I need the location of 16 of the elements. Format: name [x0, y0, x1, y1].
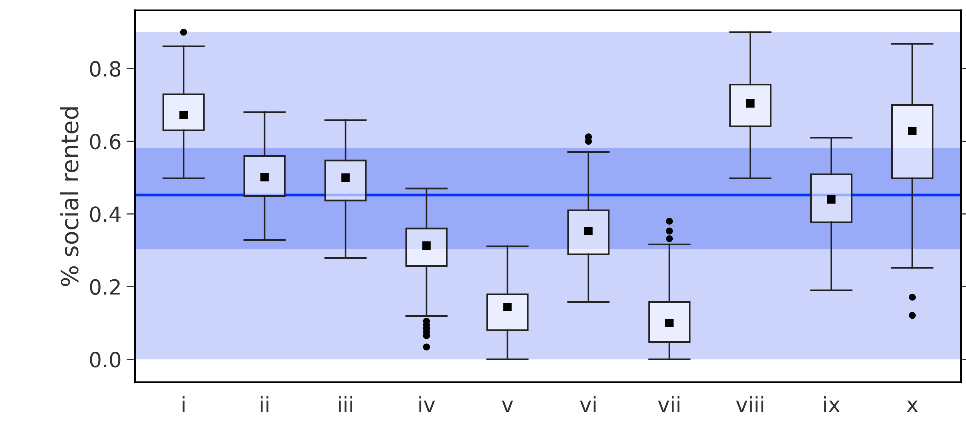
x-tick-label: iii	[339, 396, 352, 412]
x-tick-label: vii	[658, 396, 680, 412]
x-tick-label: ii	[260, 396, 269, 412]
x-tick-label: viii	[736, 396, 764, 412]
x-tick-label: x	[907, 400, 918, 412]
y-tick-label: 0.6	[90, 134, 121, 150]
y-axis-title: % social rented	[60, 108, 79, 286]
x-tick-label: i	[182, 396, 185, 412]
x-tick-label: iv	[420, 396, 436, 412]
x-tick-label: v	[502, 400, 514, 412]
y-tick-label: 0.4	[90, 206, 121, 222]
x-tick-label: vi	[580, 396, 596, 412]
y-tick-label: 0.2	[90, 279, 120, 296]
y-tick-label: 0.0	[90, 352, 121, 368]
x-tick-label: ix	[824, 396, 840, 412]
y-tick-label: 0.8	[90, 61, 121, 77]
